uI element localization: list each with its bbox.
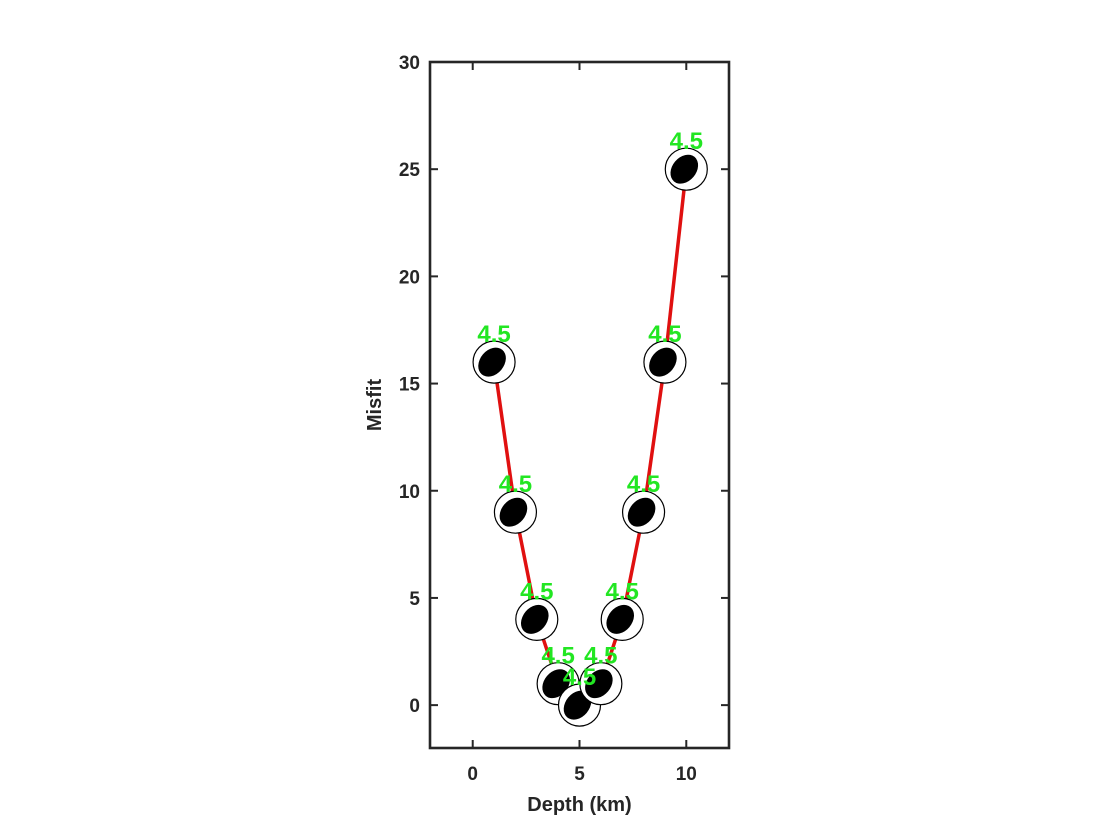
y-tick-label: 20	[399, 267, 420, 288]
y-tick-label: 30	[399, 53, 420, 74]
y-axis-title: Misfit	[364, 379, 386, 432]
point-label: 4.5	[627, 471, 660, 498]
x-axis-title: Depth (km)	[527, 794, 631, 816]
beachball-marker	[493, 490, 538, 534]
y-tick-label: 25	[399, 160, 421, 181]
x-tick-label: 5	[574, 764, 585, 785]
point-label: 4.5	[584, 643, 617, 670]
point-label: 4.5	[499, 471, 532, 498]
point-label: 4.5	[520, 578, 553, 605]
tick-labels: 0 5 10 0 5 10 15 20 25 30	[399, 53, 697, 785]
beachball-marker	[600, 597, 644, 641]
point-label: 4.5	[563, 664, 596, 691]
point-label: 4.5	[477, 321, 510, 348]
point-label: 4.5	[606, 578, 639, 605]
beachball-marker	[579, 662, 623, 706]
point-label: 4.5	[541, 643, 574, 670]
point-labels: 4.54.54.54.54.54.54.54.54.54.5	[477, 128, 703, 691]
plot-frame	[428, 60, 731, 750]
point-label: 4.5	[670, 128, 703, 155]
y-tick-label: 15	[399, 375, 421, 396]
y-tick-label: 5	[409, 589, 420, 610]
point-label: 4.5	[648, 321, 681, 348]
beachball-marker	[643, 340, 687, 384]
x-tick-label: 10	[676, 764, 697, 785]
beachball-marker	[515, 597, 559, 641]
beachball-points	[472, 147, 708, 727]
beachball-marker	[472, 340, 516, 384]
y-tick-label: 0	[409, 696, 420, 717]
y-tick-label: 10	[399, 482, 420, 503]
beachball-marker	[621, 490, 666, 534]
beachball-marker	[664, 147, 708, 191]
x-tick-label: 0	[467, 764, 478, 785]
